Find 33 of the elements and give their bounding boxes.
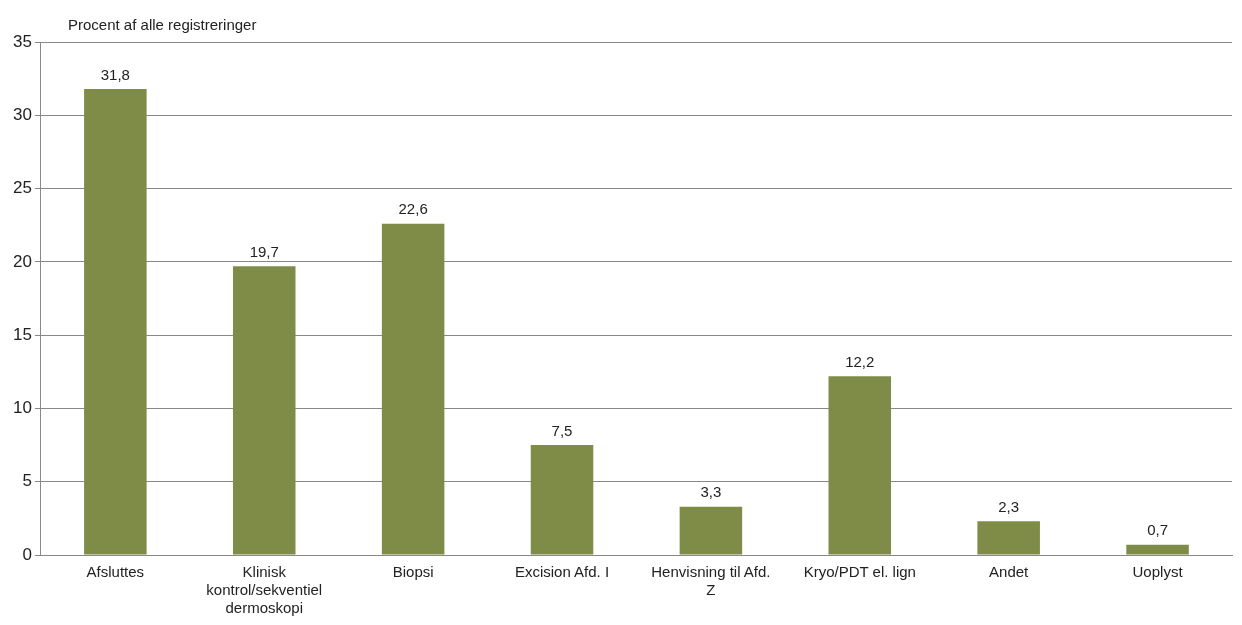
y-tick-label: 30 (12, 104, 32, 124)
data-label: 7,5 (551, 421, 573, 439)
x-tick-label: Uoplyst (1132, 563, 1184, 581)
bar (381, 223, 445, 555)
x-tick-label: Henvisning til Afd. Z (651, 563, 771, 599)
x-tick-label: Klinisk kontrol/sekventiel dermoskopi (206, 563, 323, 617)
data-label: 22,6 (398, 200, 428, 218)
x-tick-label: Andet (989, 563, 1030, 581)
y-tick-label: 5 (22, 471, 32, 491)
x-tick-label: Kryo/PDT el. lign (803, 563, 916, 581)
data-label: 0,7 (1147, 521, 1168, 539)
x-tick-label: Biopsi (392, 563, 434, 581)
x-tick-label: Afsluttes (86, 563, 145, 581)
bar (679, 506, 743, 555)
data-label: 31,8 (100, 65, 130, 83)
y-tick-label: 15 (12, 324, 32, 344)
y-axis-title: Procent af alle registreringer (68, 16, 257, 33)
bar (84, 88, 147, 555)
bar (530, 445, 594, 555)
data-label: 2,3 (998, 497, 1020, 515)
x-tick-label: Excision Afd. I (514, 563, 610, 581)
bar (977, 521, 1040, 555)
bar (1126, 544, 1189, 555)
y-tick-label: 20 (12, 251, 32, 271)
data-label: 19,7 (249, 242, 279, 260)
y-tick-label: 10 (12, 398, 32, 418)
y-tick-label: 35 (12, 31, 32, 51)
bar (828, 376, 892, 555)
y-tick-label: 25 (12, 178, 32, 198)
data-label: 12,2 (845, 352, 875, 370)
bar (232, 266, 296, 555)
data-label: 3,3 (700, 483, 722, 501)
y-tick-label: 0 (22, 544, 32, 564)
